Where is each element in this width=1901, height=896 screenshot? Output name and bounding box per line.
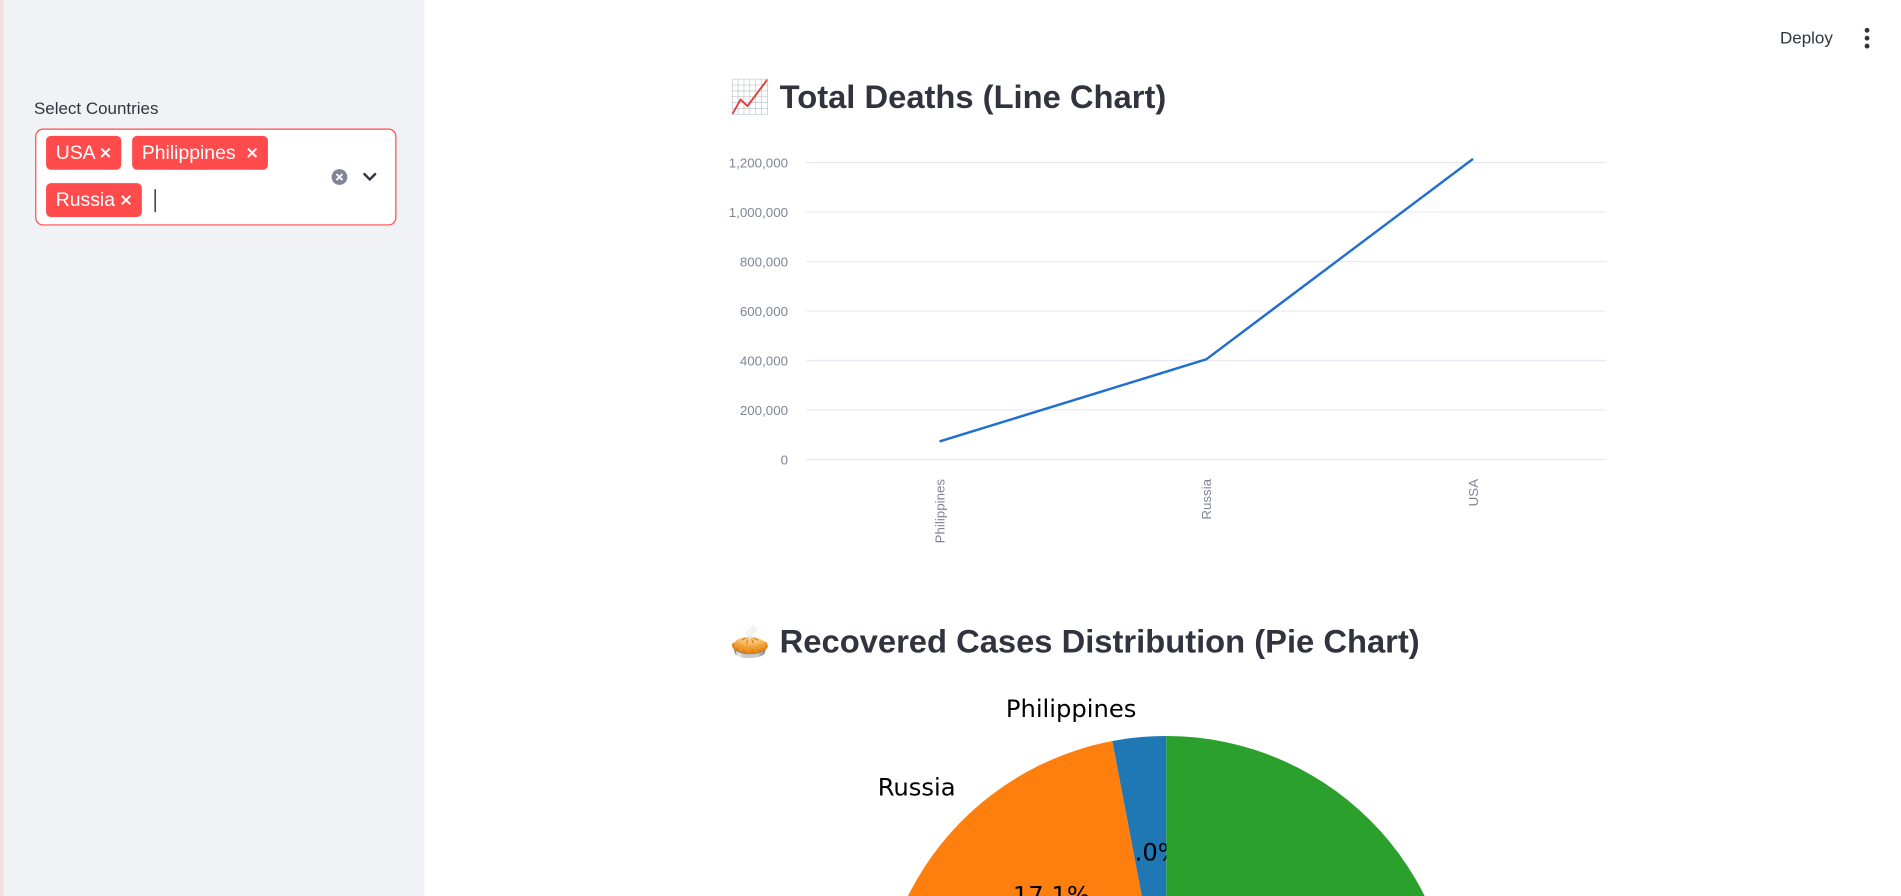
tag[interactable]: Philippines <box>132 135 268 170</box>
pie-chart-title: 🥧 Recovered Cases Distribution (Pie Char… <box>730 622 1420 659</box>
pie-label: Russia <box>878 773 956 802</box>
tag-remove[interactable] <box>100 147 111 158</box>
x-tick-label: USA <box>1466 479 1481 507</box>
y-tick-label: 1,200,000 <box>729 155 788 170</box>
pie-value-label: 17.1% <box>1013 880 1090 896</box>
tag-label: Russia <box>56 189 115 211</box>
clear-all[interactable] <box>331 169 348 185</box>
tag[interactable]: USA <box>46 135 122 170</box>
menu-dot <box>1864 43 1870 49</box>
tag-remove[interactable] <box>247 147 258 158</box>
pie-slice <box>907 741 1142 896</box>
tag-remove[interactable] <box>121 195 132 205</box>
tag-background <box>46 135 122 170</box>
clear-cross <box>335 173 344 181</box>
line-series <box>939 157 1474 443</box>
deploy-button[interactable]: Deploy <box>1780 29 1833 48</box>
y-tick-label: 400,000 <box>740 353 788 368</box>
tag-label: USA <box>56 142 96 164</box>
pie-slice <box>1112 735 1167 896</box>
tag-background <box>132 135 268 170</box>
tag-label: Philippines <box>142 142 236 164</box>
dropdown-chevron[interactable] <box>362 172 377 182</box>
tag[interactable]: Russia <box>46 183 142 218</box>
y-tick-label: 800,000 <box>740 254 788 269</box>
y-tick-label: 0 <box>781 452 788 467</box>
x-tick-label: Russia <box>1199 478 1214 519</box>
menu-dot <box>1864 27 1870 33</box>
pie-slice <box>1166 735 1425 896</box>
menu-dot <box>1864 35 1870 41</box>
pie-label: Philippines <box>1006 694 1137 723</box>
y-tick-label: 1,000,000 <box>729 205 788 220</box>
y-tick-label: 200,000 <box>740 403 788 418</box>
sidebar-edge <box>0 0 4 896</box>
main-menu[interactable] <box>1864 27 1870 49</box>
select-label: Select Countries <box>34 99 159 118</box>
line-chart-title: 📈 Total Deaths (Line Chart) <box>730 78 1166 116</box>
tag-background <box>46 183 142 218</box>
y-tick-label: 600,000 <box>740 304 788 319</box>
x-tick-label: Philippines <box>932 479 947 544</box>
